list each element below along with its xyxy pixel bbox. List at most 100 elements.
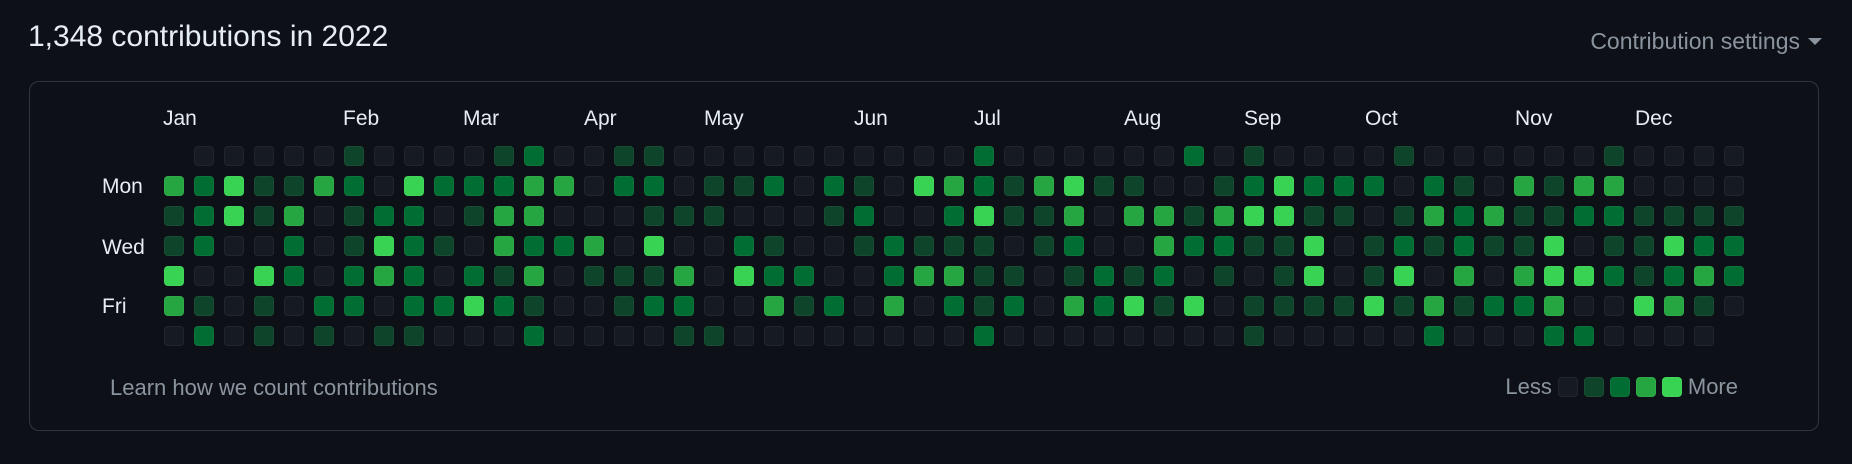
contribution-day-cell[interactable] xyxy=(314,326,334,346)
contribution-day-cell[interactable] xyxy=(1154,206,1174,226)
contribution-day-cell[interactable] xyxy=(314,206,334,226)
contribution-day-cell[interactable] xyxy=(1484,326,1504,346)
contribution-day-cell[interactable] xyxy=(1544,176,1564,196)
contribution-day-cell[interactable] xyxy=(314,266,334,286)
contribution-day-cell[interactable] xyxy=(1394,176,1414,196)
contribution-day-cell[interactable] xyxy=(1334,266,1354,286)
contribution-day-cell[interactable] xyxy=(1664,236,1684,256)
contribution-day-cell[interactable] xyxy=(1304,266,1324,286)
contribution-day-cell[interactable] xyxy=(854,326,874,346)
contribution-day-cell[interactable] xyxy=(1634,266,1654,286)
contribution-day-cell[interactable] xyxy=(554,266,574,286)
contribution-day-cell[interactable] xyxy=(1004,176,1024,196)
contribution-day-cell[interactable] xyxy=(254,296,274,316)
contribution-day-cell[interactable] xyxy=(614,146,634,166)
contribution-day-cell[interactable] xyxy=(1064,146,1084,166)
contribution-day-cell[interactable] xyxy=(1124,236,1144,256)
contribution-day-cell[interactable] xyxy=(1724,266,1744,286)
contribution-day-cell[interactable] xyxy=(704,266,724,286)
contribution-day-cell[interactable] xyxy=(524,296,544,316)
contribution-day-cell[interactable] xyxy=(794,236,814,256)
contribution-day-cell[interactable] xyxy=(1034,206,1054,226)
contribution-day-cell[interactable] xyxy=(1334,326,1354,346)
contribution-day-cell[interactable] xyxy=(1694,206,1714,226)
contribution-day-cell[interactable] xyxy=(524,266,544,286)
contribution-day-cell[interactable] xyxy=(824,146,844,166)
contribution-day-cell[interactable] xyxy=(434,266,454,286)
contribution-day-cell[interactable] xyxy=(1634,146,1654,166)
contribution-day-cell[interactable] xyxy=(674,146,694,166)
contribution-day-cell[interactable] xyxy=(674,236,694,256)
contribution-day-cell[interactable] xyxy=(1004,236,1024,256)
contribution-day-cell[interactable] xyxy=(1724,206,1744,226)
contribution-day-cell[interactable] xyxy=(1304,296,1324,316)
contribution-day-cell[interactable] xyxy=(704,176,724,196)
contribution-day-cell[interactable] xyxy=(1424,296,1444,316)
contribution-day-cell[interactable] xyxy=(1034,326,1054,346)
contribution-day-cell[interactable] xyxy=(974,176,994,196)
contribution-day-cell[interactable] xyxy=(1094,176,1114,196)
contribution-day-cell[interactable] xyxy=(1634,326,1654,346)
contribution-day-cell[interactable] xyxy=(194,296,214,316)
contribution-day-cell[interactable] xyxy=(614,266,634,286)
contribution-day-cell[interactable] xyxy=(554,236,574,256)
contribution-day-cell[interactable] xyxy=(1604,266,1624,286)
contribution-day-cell[interactable] xyxy=(224,146,244,166)
contribution-day-cell[interactable] xyxy=(974,326,994,346)
contribution-day-cell[interactable] xyxy=(614,296,634,316)
contribution-day-cell[interactable] xyxy=(884,296,904,316)
contribution-day-cell[interactable] xyxy=(1274,146,1294,166)
contribution-day-cell[interactable] xyxy=(1364,146,1384,166)
contribution-day-cell[interactable] xyxy=(914,206,934,226)
contribution-day-cell[interactable] xyxy=(434,236,454,256)
contribution-day-cell[interactable] xyxy=(764,326,784,346)
contribution-day-cell[interactable] xyxy=(764,176,784,196)
contribution-day-cell[interactable] xyxy=(944,236,964,256)
contribution-day-cell[interactable] xyxy=(1514,146,1534,166)
learn-how-we-count-link[interactable]: Learn how we count contributions xyxy=(110,375,438,400)
contribution-day-cell[interactable] xyxy=(1574,296,1594,316)
contribution-day-cell[interactable] xyxy=(1664,266,1684,286)
contribution-day-cell[interactable] xyxy=(644,326,664,346)
contribution-day-cell[interactable] xyxy=(1154,296,1174,316)
contribution-day-cell[interactable] xyxy=(584,326,604,346)
contribution-day-cell[interactable] xyxy=(1094,236,1114,256)
contribution-day-cell[interactable] xyxy=(1544,206,1564,226)
contribution-day-cell[interactable] xyxy=(974,206,994,226)
contribution-day-cell[interactable] xyxy=(434,146,454,166)
contribution-day-cell[interactable] xyxy=(344,296,364,316)
contribution-day-cell[interactable] xyxy=(404,296,424,316)
contribution-day-cell[interactable] xyxy=(1304,176,1324,196)
contribution-day-cell[interactable] xyxy=(1454,176,1474,196)
contribution-day-cell[interactable] xyxy=(1034,146,1054,166)
contribution-day-cell[interactable] xyxy=(164,326,184,346)
contribution-day-cell[interactable] xyxy=(644,266,664,286)
contribution-day-cell[interactable] xyxy=(1004,296,1024,316)
contribution-day-cell[interactable] xyxy=(1304,326,1324,346)
contribution-day-cell[interactable] xyxy=(1634,176,1654,196)
contribution-day-cell[interactable] xyxy=(1424,146,1444,166)
contribution-day-cell[interactable] xyxy=(734,176,754,196)
contribution-day-cell[interactable] xyxy=(164,206,184,226)
contribution-day-cell[interactable] xyxy=(1124,296,1144,316)
contribution-day-cell[interactable] xyxy=(1214,176,1234,196)
contribution-day-cell[interactable] xyxy=(824,176,844,196)
contribution-day-cell[interactable] xyxy=(554,176,574,196)
contribution-day-cell[interactable] xyxy=(1484,176,1504,196)
contribution-day-cell[interactable] xyxy=(734,206,754,226)
contribution-day-cell[interactable] xyxy=(1724,296,1744,316)
contribution-day-cell[interactable] xyxy=(1184,266,1204,286)
contribution-day-cell[interactable] xyxy=(1424,266,1444,286)
contribution-day-cell[interactable] xyxy=(614,176,634,196)
contribution-day-cell[interactable] xyxy=(1484,266,1504,286)
contribution-day-cell[interactable] xyxy=(1214,266,1234,286)
contribution-day-cell[interactable] xyxy=(1154,266,1174,286)
contribution-day-cell[interactable] xyxy=(494,266,514,286)
contribution-day-cell[interactable] xyxy=(1094,266,1114,286)
contribution-day-cell[interactable] xyxy=(734,296,754,316)
contribution-day-cell[interactable] xyxy=(194,206,214,226)
contribution-day-cell[interactable] xyxy=(374,326,394,346)
contribution-day-cell[interactable] xyxy=(1664,176,1684,196)
contribution-day-cell[interactable] xyxy=(1244,236,1264,256)
contribution-day-cell[interactable] xyxy=(944,266,964,286)
